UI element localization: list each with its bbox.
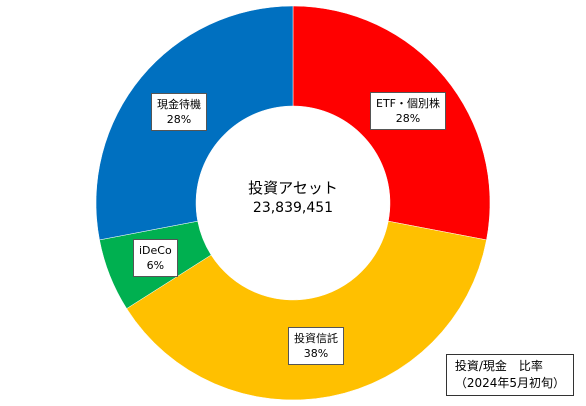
caption-line-2: （2024年5月初旬） — [454, 376, 565, 390]
slice-label-toushin-name: 投資信託 — [294, 332, 338, 345]
slice-label-ideco-value: 6% — [146, 259, 165, 272]
slice-label-etf-name: ETF・個別株 — [376, 97, 440, 110]
slice-label-cash-name: 現金待機 — [157, 98, 201, 111]
slice-label-cash-value: 28% — [166, 113, 192, 126]
slice-label-toushin-value: 38% — [303, 347, 329, 360]
slice-label-ideco-name: iDeCo — [139, 244, 172, 257]
center-title: 投資アセット — [248, 179, 338, 197]
center-label: 投資アセット 23,839,451 — [218, 178, 368, 218]
chart-caption: 投資/現金 比率 （2024年5月初旬） — [445, 354, 574, 396]
slice-toushin — [126, 220, 487, 401]
slice-label-cash: 現金待機 28% — [151, 93, 207, 131]
slice-label-etf: ETF・個別株 28% — [370, 92, 446, 130]
caption-line-1: 投資/現金 比率 — [454, 359, 543, 373]
slice-label-etf-value: 28% — [395, 112, 421, 125]
center-value: 23,839,451 — [252, 200, 334, 216]
slice-label-toushin: 投資信託 38% — [288, 327, 344, 365]
slice-label-ideco: iDeCo 6% — [133, 239, 178, 277]
